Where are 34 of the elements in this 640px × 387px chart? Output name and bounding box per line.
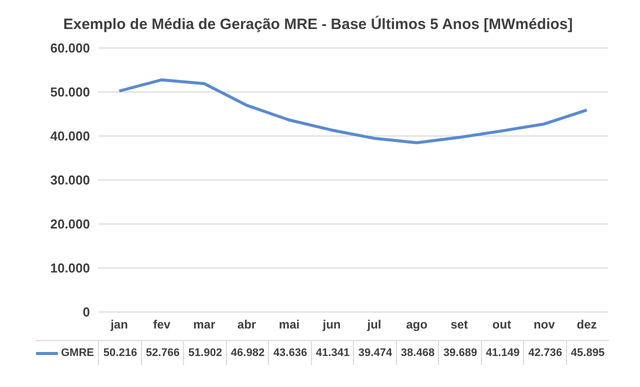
- x-tick-label: dez: [576, 318, 597, 332]
- x-tick-label: jan: [110, 318, 128, 332]
- data-label: 42.736: [523, 340, 566, 365]
- y-tick-label: 30.000: [50, 172, 90, 188]
- x-tick-label: out: [492, 318, 512, 332]
- y-tick-label: 20.000: [50, 216, 90, 232]
- x-tick-label: abr: [237, 318, 256, 332]
- y-tick-label: 0: [82, 304, 90, 320]
- x-tick-label: jun: [322, 318, 341, 332]
- x-tick-label: nov: [534, 318, 556, 332]
- chart-title: Exemplo de Média de Geração MRE - Base Últimos 5 Anos [MWmédios]: [62, 16, 574, 33]
- y-tick-label: 60.000: [50, 40, 90, 56]
- data-label: 52.766: [140, 340, 184, 365]
- line-series: [118, 78, 588, 144]
- x-tick-label: ago: [406, 318, 428, 332]
- data-label: 46.982: [226, 340, 269, 365]
- x-tick-label: fev: [153, 318, 171, 332]
- x-tick-label: mai: [278, 318, 300, 332]
- y-tick-label: 50.000: [50, 84, 90, 100]
- data-label: 41.341: [310, 340, 354, 365]
- data-label: 43.636: [268, 340, 312, 365]
- data-label: 41.149: [480, 340, 524, 365]
- x-tick-label: jul: [366, 318, 382, 332]
- x-tick-label: set: [450, 318, 468, 332]
- y-tick-label: 10.000: [50, 260, 90, 276]
- x-tick-label: mar: [193, 318, 216, 332]
- data-label: 50.216: [98, 340, 142, 365]
- data-label: 45.895: [566, 340, 609, 365]
- data-label: 38.468: [396, 340, 439, 365]
- data-label: 51.902: [183, 340, 226, 365]
- legend-label: GMRE: [61, 347, 94, 359]
- data-label: 39.689: [438, 340, 482, 365]
- y-tick-label: 40.000: [50, 128, 90, 144]
- data-label: 39.474: [353, 340, 396, 365]
